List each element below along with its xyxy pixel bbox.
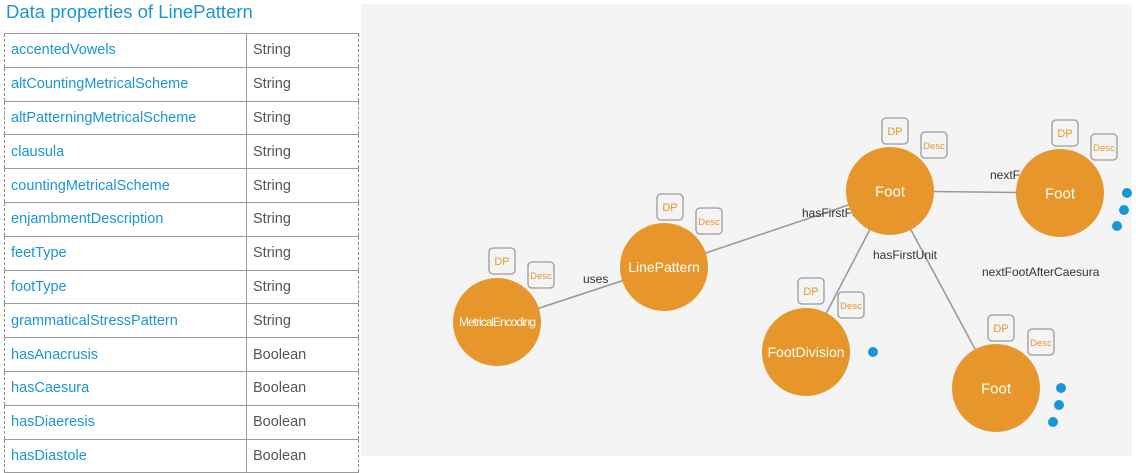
graph-svg: useshasFirstFootnextFoothasFirstUnitnext… [453,117,1132,432]
property-type: Boolean [246,370,359,406]
desc-badge-label: Desc [698,217,720,228]
property-type: String [246,201,359,237]
property-type: String [246,100,359,136]
dp-badge[interactable]: DP [881,117,909,145]
property-name-link[interactable]: footType [4,269,247,305]
property-type: String [246,66,359,102]
desc-badge[interactable]: Desc [527,261,555,289]
expand-dot[interactable] [868,347,878,357]
node-circle[interactable] [846,147,934,235]
property-type: String [246,235,359,271]
property-name-link[interactable]: grammaticalStressPattern [4,303,247,339]
property-row: altPatterningMetricalScheme String [4,100,359,136]
properties-table: accentedVowels String altCountingMetricalS… [4,33,359,473]
desc-badge-label: Desc [1093,143,1115,154]
desc-badge-label: Desc [923,141,945,152]
node-label: LinePattern [628,259,700,275]
property-name-link[interactable]: hasDiastole [4,438,247,473]
node-line-pattern[interactable]: LinePattern [620,223,708,311]
graph-canvas[interactable]: uses hasFirstFoot nextFoot hasFirstUnit next… [361,4,1132,456]
property-row: countingMetricalScheme String [4,168,359,203]
edge-label-hasFirstUnit: hasFirstUnit [873,248,938,262]
property-name-link[interactable]: feetType [4,235,247,271]
property-name-link[interactable]: hasCaesura [4,370,247,406]
property-name-link[interactable]: altCountingMetricalScheme [4,66,247,102]
property-row: accentedVowels String [4,33,359,68]
node-label: Foot [981,380,1012,397]
property-type: Boolean [246,404,359,440]
property-row: hasDiaeresis Boolean [4,404,359,440]
property-row: clausula String [4,134,359,170]
node-label: MetricalEncoding [459,315,535,329]
property-name-link[interactable]: hasDiaeresis [4,404,247,440]
property-row: altCountingMetricalScheme String [4,66,359,102]
property-row: hasCaesura Boolean [4,370,359,406]
node-label: FootDivision [767,344,844,360]
node-label: Foot [875,183,906,200]
desc-badge[interactable]: Desc [920,131,948,159]
dp-badge-label: DP [662,202,677,214]
dp-badge[interactable]: DP [1051,119,1079,147]
node-circle[interactable] [620,223,708,311]
desc-badge-label: Desc [840,301,862,312]
dp-badge-label: DP [887,126,902,138]
desc-badge[interactable]: Desc [695,207,723,235]
property-name-link[interactable]: accentedVowels [4,33,247,68]
property-name-link[interactable]: altPatterningMetricalScheme [4,100,247,136]
expand-dot[interactable] [1122,188,1132,198]
node-foot-1[interactable]: Foot [846,147,934,235]
property-row: hasDiastole Boolean [4,438,359,473]
expand-dot[interactable] [1112,221,1122,231]
expand-dot[interactable] [1119,205,1129,215]
node-label: Foot [1045,185,1076,202]
dp-badge[interactable]: DP [797,277,825,305]
property-type: String [246,168,359,203]
property-type: String [246,134,359,170]
node-foot-2[interactable]: Foot [1016,149,1104,237]
property-row: grammaticalStressPattern String [4,303,359,339]
dp-badge-label: DP [494,256,509,268]
node-circle[interactable] [453,278,541,366]
dp-badge[interactable]: DP [987,314,1015,342]
property-row: hasAnacrusis Boolean [4,337,359,372]
desc-badge[interactable]: Desc [837,291,865,319]
edge-label-nextFootAfterCaesura: nextFootAfterCaesura [982,265,1100,279]
dp-badge-label: DP [803,286,818,298]
node-circle[interactable] [952,344,1040,432]
property-name-link[interactable]: enjambmentDescription [4,201,247,237]
expand-dot[interactable] [1054,400,1064,410]
property-type: String [246,33,359,68]
desc-badge-label: Desc [1030,338,1052,349]
node-circle[interactable] [1016,149,1104,237]
node-circle[interactable] [762,308,850,396]
dp-badge-label: DP [1057,128,1072,140]
dp-badge-label: DP [993,323,1008,335]
property-name-link[interactable]: hasAnacrusis [4,337,247,372]
dp-badge[interactable]: DP [488,247,516,275]
property-name-link[interactable]: countingMetricalScheme [4,168,247,203]
property-type: String [246,269,359,305]
property-name-link[interactable]: clausula [4,134,247,170]
desc-badge[interactable]: Desc [1090,133,1118,161]
expand-dot[interactable] [1056,383,1066,393]
page-title: Data properties of LinePattern [6,1,253,22]
expand-dot[interactable] [1048,417,1058,427]
desc-badge-label: Desc [530,271,552,282]
property-row: footType String [4,269,359,305]
node-metrical-encoding[interactable]: MetricalEncoding [453,278,541,366]
property-type: Boolean [246,337,359,372]
node-foot-3[interactable]: Foot [952,344,1040,432]
property-row: feetType String [4,235,359,271]
property-row: enjambmentDescription String [4,201,359,237]
property-type: Boolean [246,438,359,473]
dp-badge[interactable]: DP [656,193,684,221]
node-foot-division[interactable]: FootDivision [762,308,850,396]
desc-badge[interactable]: Desc [1027,328,1055,356]
property-type: String [246,303,359,339]
edge-label-uses: uses [583,272,608,286]
